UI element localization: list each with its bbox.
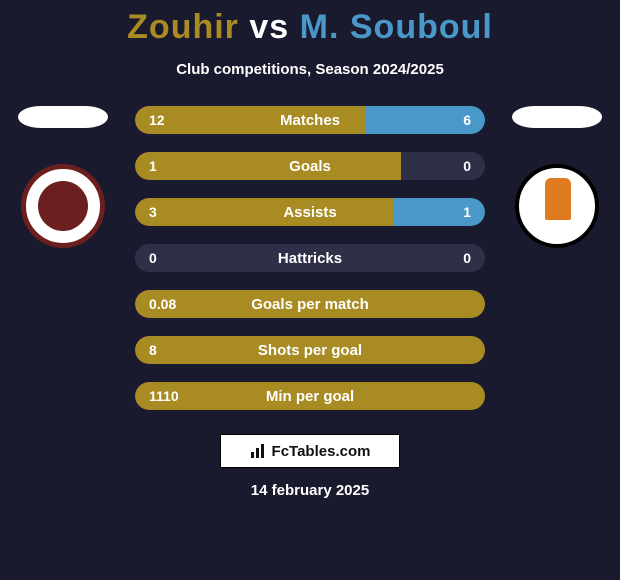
value-right: 1 (463, 204, 471, 220)
value-left: 1110 (149, 388, 179, 404)
right-badge-column (502, 106, 612, 248)
stat-label: Assists (283, 204, 336, 221)
stat-row: 8 Shots per goal (135, 336, 485, 364)
stat-label: Hattricks (278, 250, 342, 267)
stat-label: Shots per goal (258, 342, 362, 359)
stat-row: 0 0 Hattricks (135, 244, 485, 272)
stat-row: 1110 Min per goal (135, 382, 485, 410)
player2-name: M. Souboul (300, 8, 493, 46)
right-flag (512, 106, 602, 128)
stat-rows: 12 6 Matches 1 0 Goals 3 1 Assists 0 0 Hattricks 0.0… (135, 106, 485, 410)
stat-row: 3 1 Assists (135, 198, 485, 226)
stat-label: Goals per match (251, 296, 369, 313)
date-text: 14 february 2025 (0, 482, 620, 499)
stat-label: Matches (280, 112, 340, 129)
page-title: Zouhir vs M. Souboul (0, 0, 620, 47)
value-left: 12 (149, 112, 165, 128)
value-left: 1 (149, 158, 157, 174)
stat-label: Min per goal (266, 388, 354, 405)
value-right: 0 (463, 250, 471, 266)
subtitle: Club competitions, Season 2024/2025 (0, 61, 620, 78)
stat-row: 0.08 Goals per match (135, 290, 485, 318)
stat-label: Goals (289, 158, 331, 175)
brand-logo[interactable]: FcTables.com (220, 434, 400, 468)
value-left: 3 (149, 204, 157, 220)
right-club-crest (515, 164, 599, 248)
value-right: 6 (463, 112, 471, 128)
value-left: 8 (149, 342, 157, 358)
stat-row: 1 0 Goals (135, 152, 485, 180)
value-left: 0 (149, 250, 157, 266)
comparison-area: 12 6 Matches 1 0 Goals 3 1 Assists 0 0 Hattricks 0.0… (0, 106, 620, 410)
vs-text: vs (249, 8, 289, 46)
brand-text: FcTables.com (272, 443, 371, 460)
bar-right (394, 198, 485, 226)
value-right: 0 (463, 158, 471, 174)
stat-row: 12 6 Matches (135, 106, 485, 134)
left-club-crest (21, 164, 105, 248)
left-flag (18, 106, 108, 128)
value-left: 0.08 (149, 296, 176, 312)
left-badge-column (8, 106, 118, 248)
bar-left (135, 152, 401, 180)
player1-name: Zouhir (127, 8, 239, 46)
chart-icon (250, 443, 268, 459)
bar-left (135, 198, 394, 226)
